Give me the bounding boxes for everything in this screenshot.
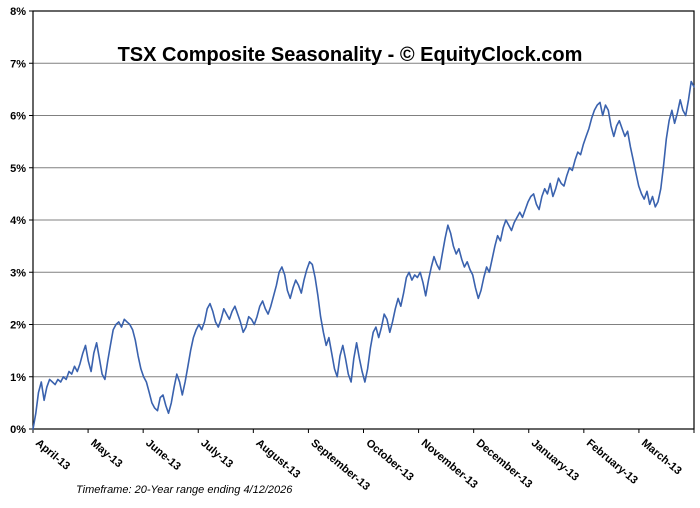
y-tick-label: 2% xyxy=(10,320,26,332)
timeframe-note: Timeframe: 20-Year range ending 4/12/202… xyxy=(76,484,293,496)
y-tick-label: 0% xyxy=(10,424,26,436)
y-tick-label: 4% xyxy=(10,215,26,227)
x-tick-label: January-13 xyxy=(529,437,581,484)
y-tick-label: 8% xyxy=(10,6,26,18)
y-tick-label: 7% xyxy=(10,58,26,70)
x-tick-label: August-13 xyxy=(253,437,302,481)
x-tick-label: May-13 xyxy=(88,437,124,470)
x-tick-label: November-13 xyxy=(419,437,480,491)
x-tick-label: February-13 xyxy=(584,437,640,487)
x-tick-label: December-13 xyxy=(474,437,535,491)
x-tick-label: June-13 xyxy=(143,437,183,473)
x-tick-label: April-13 xyxy=(33,437,72,473)
y-tick-label: 5% xyxy=(10,163,26,175)
y-tick-label: 1% xyxy=(10,372,26,384)
x-tick-label: July-13 xyxy=(198,437,235,471)
chart-title: TSX Composite Seasonality - © EquityCloc… xyxy=(117,44,583,66)
x-tick-label: March-13 xyxy=(639,437,684,477)
series-line xyxy=(32,80,695,430)
x-tick-label: September-13 xyxy=(308,437,371,493)
y-tick-label: 3% xyxy=(10,267,26,279)
x-tick-label: October-13 xyxy=(364,437,416,484)
y-tick-label: 6% xyxy=(10,111,26,123)
